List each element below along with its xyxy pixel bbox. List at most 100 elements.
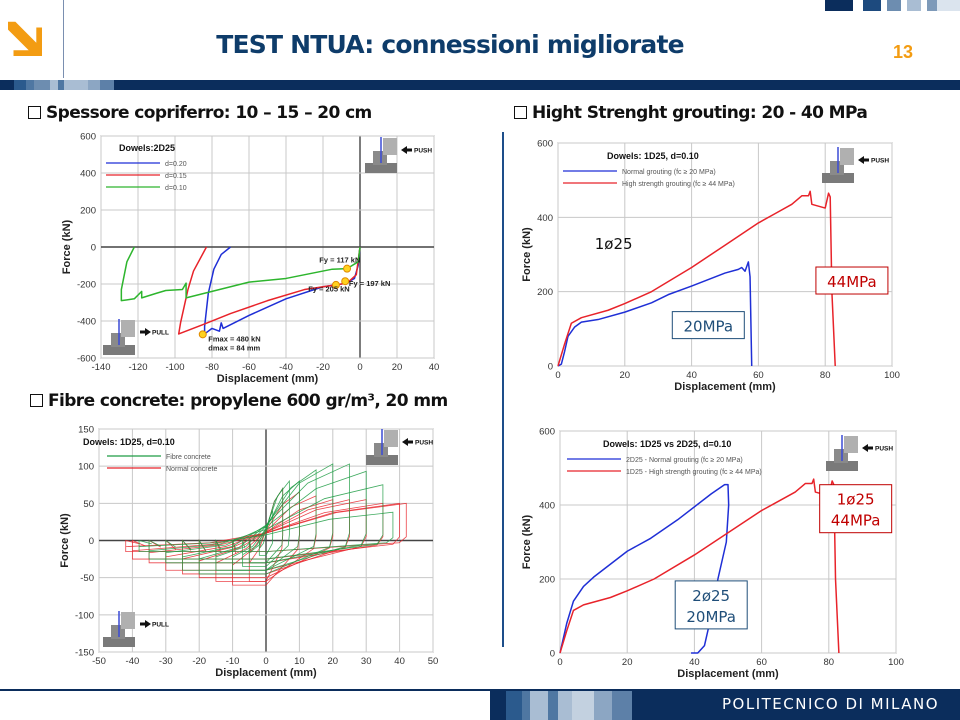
pull-label: PULL bbox=[152, 622, 169, 629]
x-tick-label: 10 bbox=[294, 656, 305, 667]
x-tick-label: 0 bbox=[263, 656, 268, 667]
loaded-block bbox=[121, 612, 135, 629]
x-tick-label: -100 bbox=[165, 362, 184, 373]
arrow-right-icon bbox=[140, 620, 151, 628]
yield-point-marker bbox=[331, 280, 340, 289]
y-axis-label: Force (kN) bbox=[521, 514, 533, 569]
callout-box bbox=[674, 580, 748, 630]
callout-text: 1ø25 bbox=[837, 491, 875, 509]
y-tick-label: 200 bbox=[539, 575, 555, 586]
callout-text: 44MPa bbox=[831, 512, 881, 530]
x-tick-label: -80 bbox=[205, 362, 219, 373]
y-tick-label: 0 bbox=[548, 362, 553, 373]
push-label: PUSH bbox=[875, 446, 893, 453]
x-tick-label: 0 bbox=[357, 362, 362, 373]
x-tick-label: -40 bbox=[126, 656, 140, 667]
y-tick-label: 400 bbox=[537, 213, 553, 224]
y-tick-label: -150 bbox=[75, 648, 94, 659]
pull-label: PULL bbox=[152, 330, 169, 337]
chart-4: -50 -40 -30 -20 -10 0 10 20 30 40 50-150-100-50050… bbox=[59, 425, 438, 680]
legend-label: d=0.10 bbox=[165, 185, 187, 192]
base-block bbox=[365, 163, 397, 173]
chart-title: Dowels: 1D25 vs 2D25, d=0.10 bbox=[603, 439, 731, 449]
x-tick-label: 20 bbox=[392, 362, 403, 373]
base-block bbox=[822, 173, 854, 183]
x-tick-label: 20 bbox=[328, 656, 339, 667]
loaded-block bbox=[121, 320, 135, 337]
x-tick-label: -120 bbox=[128, 362, 147, 373]
legend-label: Normal grouting (fc ≥ 20 MPa) bbox=[622, 169, 716, 176]
x-axis-label: Displacement (mm) bbox=[217, 373, 319, 385]
section-label: Spessore copriferro: 10 – 15 – 20 cm bbox=[46, 103, 372, 123]
legend-label: Fibre concrete bbox=[166, 454, 211, 461]
y-tick-label: 0 bbox=[89, 536, 94, 547]
annotation: Fmax = 480 kN bbox=[208, 334, 260, 343]
loaded-block bbox=[844, 436, 858, 453]
base-block bbox=[366, 455, 398, 465]
pull-setup-icon: PULL bbox=[103, 319, 169, 355]
x-tick-label: -140 bbox=[91, 362, 110, 373]
x-tick-label: -50 bbox=[92, 656, 106, 667]
callout-text: 20MPa bbox=[684, 318, 734, 336]
x-tick-label: 100 bbox=[888, 657, 904, 668]
y-tick-label: 0 bbox=[550, 649, 555, 660]
annotation: Fy = 117 kN bbox=[319, 256, 360, 265]
x-tick-label: 80 bbox=[824, 657, 835, 668]
diameter-label: 1ø25 bbox=[595, 235, 633, 253]
hysteresis-loop bbox=[232, 480, 300, 571]
yield-point-marker bbox=[341, 277, 350, 286]
chart-title: Dowels:2D25 bbox=[119, 143, 175, 153]
arrow-left-icon bbox=[862, 444, 873, 452]
annotation: Fy = 205 kN bbox=[308, 284, 349, 293]
y-axis-label: Force (kN) bbox=[521, 227, 533, 282]
pull-setup-icon: PULL bbox=[103, 611, 169, 647]
page-title: TEST NTUA: connessioni migliorate bbox=[216, 30, 684, 59]
hysteresis-loop bbox=[215, 469, 317, 571]
chart-title: Dowels: 1D25, d=0.10 bbox=[607, 151, 699, 161]
y-tick-label: -50 bbox=[80, 573, 94, 584]
arrow-left-icon bbox=[858, 156, 869, 164]
loaded-block bbox=[383, 138, 397, 155]
arrow-right-icon bbox=[140, 328, 151, 336]
base-block bbox=[826, 461, 858, 471]
push-setup-icon: PUSH bbox=[365, 137, 432, 173]
loaded-block bbox=[840, 148, 854, 165]
y-tick-label: 50 bbox=[83, 499, 94, 510]
arrow-left-icon bbox=[401, 146, 412, 154]
push-setup-icon: PUSH bbox=[822, 147, 889, 183]
x-tick-label: 0 bbox=[557, 657, 562, 668]
x-tick-label: -40 bbox=[279, 362, 293, 373]
callout-text: 44MPa bbox=[827, 273, 877, 291]
x-tick-label: 50 bbox=[428, 656, 439, 667]
section-heading-grouting: Hight Strenght grouting: 20 - 40 MPa bbox=[514, 103, 868, 123]
callout-text: 2ø25 bbox=[692, 587, 730, 605]
legend-label: 2D25 - Normal grouting (fc ≥ 20 MPa) bbox=[626, 457, 743, 464]
checkbox-icon bbox=[30, 394, 43, 407]
x-axis-label: Displacement (mm) bbox=[677, 668, 779, 680]
hysteresis-loop bbox=[125, 502, 407, 553]
x-tick-label: 30 bbox=[361, 656, 372, 667]
footer-line bbox=[0, 689, 960, 691]
checkbox-icon bbox=[514, 106, 527, 119]
x-tick-label: -30 bbox=[159, 656, 173, 667]
decorative-squares bbox=[825, 0, 960, 11]
y-tick-label: 600 bbox=[537, 139, 553, 150]
chart-2: 0 20 40 60 80 100 0 200 400 600 Displacement (mm) F… bbox=[521, 139, 900, 394]
series-line bbox=[557, 190, 836, 367]
x-tick-label: 40 bbox=[689, 657, 700, 668]
footer-institution-label: POLITECNICO DI MILANO bbox=[722, 695, 940, 713]
x-tick-label: 80 bbox=[820, 370, 831, 381]
callout-box bbox=[819, 484, 893, 534]
section-label: Fibre concrete: propylene 600 gr/m³, 20 … bbox=[48, 391, 448, 411]
push-label: PUSH bbox=[415, 440, 433, 447]
x-tick-label: -20 bbox=[316, 362, 330, 373]
x-tick-label: 60 bbox=[756, 657, 767, 668]
x-tick-label: 100 bbox=[884, 370, 900, 381]
y-tick-label: 200 bbox=[537, 287, 553, 298]
legend-label: High strength grouting (fc ≥ 44 MPa) bbox=[622, 181, 735, 188]
hysteresis-loop bbox=[148, 484, 384, 560]
x-tick-label: 40 bbox=[429, 362, 440, 373]
x-tick-label: 20 bbox=[620, 370, 631, 381]
hysteresis-loop bbox=[165, 470, 367, 564]
